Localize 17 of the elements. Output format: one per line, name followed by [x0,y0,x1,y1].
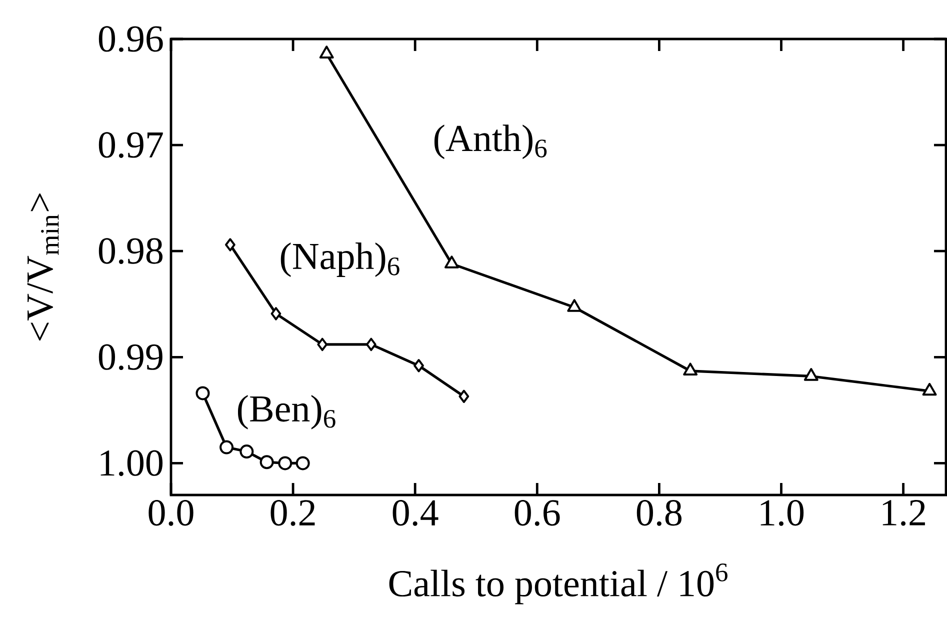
x-tick-label: 1.2 [882,500,925,526]
y-tick-label: 1.00 [100,450,163,476]
y-axis-title: <V/V$_{min}$> [27,193,59,340]
x-tick-label: 0.4 [392,500,438,526]
y-tick-label: 0.97 [98,132,163,158]
y-tick-label: 0.96 [98,26,163,52]
x-tick-label: 0.8 [636,500,682,526]
y-tick-label: 0.98 [98,238,163,264]
x-tick-label: 0.0 [148,500,194,526]
series-label: (Naph)$_{6}$ [280,242,400,277]
x-axis-title: Calls to potential / 10$^{6}$ [389,564,728,604]
x-tick-label: 0.2 [270,500,315,526]
x-tick-label: 1.0 [760,500,804,526]
y-tick-label: 0.99 [98,344,162,370]
series-label: (Anth)$_{6}$ [434,124,547,160]
x-tick-label: 0.6 [514,500,560,526]
series-label: (Ben)$_{6}$ [238,394,336,430]
